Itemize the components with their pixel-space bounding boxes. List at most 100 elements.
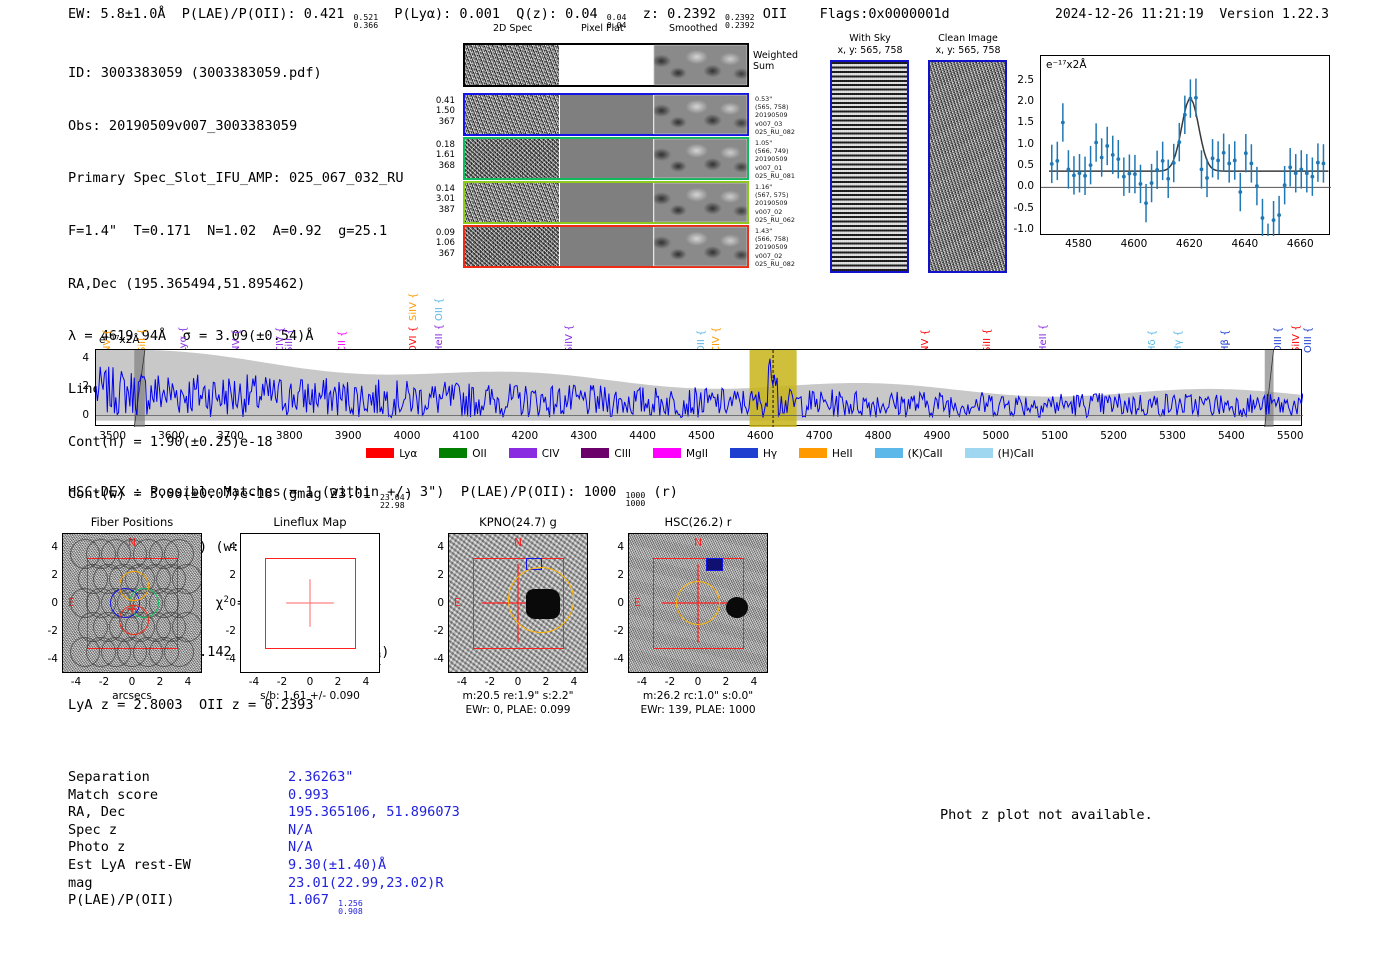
legend-label: (H)CaII — [997, 448, 1034, 460]
thumb-ytick: -2 — [433, 625, 444, 637]
line-profile-plot: e⁻¹⁷x2Å — [1040, 55, 1331, 236]
match-detail-value: N/A — [288, 821, 313, 838]
emission-line-label: NV { — [231, 329, 243, 353]
thumb-title: Fiber Positions — [90, 515, 174, 529]
thumb-xtick: 0 — [306, 676, 314, 688]
spectrum-xtick: 4300 — [570, 430, 598, 442]
header-summary-line: EW: 5.8±1.0Å P(LAE)/P(OII): 0.421 0.521 0… — [68, 6, 950, 29]
spec2d-row — [463, 181, 749, 224]
thumb-image-2[interactable] — [240, 533, 380, 673]
spectrum-xtick: 4100 — [452, 430, 480, 442]
thumb-ytick: 0 — [437, 597, 444, 609]
col-header-2d-spec: 2D Spec — [493, 23, 533, 34]
thumb-xtick: -2 — [484, 676, 496, 688]
spectrum-xtick: 4900 — [923, 430, 951, 442]
weighted-sum-smoothed — [654, 45, 747, 85]
spectrum-xtick: 5500 — [1276, 430, 1304, 442]
legend-swatch — [964, 448, 993, 458]
spectrum-xtick: 5300 — [1159, 430, 1186, 442]
legend-label: OII — [472, 448, 487, 460]
line-profile-svg — [1041, 78, 1331, 236]
legend-item: (H)CaII — [964, 448, 1034, 460]
emission-line-label: Hβ { — [1220, 329, 1232, 353]
line-profile-ytick: 0.5 — [1017, 159, 1034, 171]
emission-line-label: SiII { — [284, 328, 296, 353]
row-smoothed — [654, 139, 747, 178]
match-plae-bounds: 1.256 0.908 — [338, 898, 363, 917]
thumb-ytick: 2 — [437, 569, 444, 581]
thumb-xtick: -4 — [456, 676, 468, 688]
thumb-image-3[interactable] — [448, 533, 588, 673]
header-ew-plae: EW: 5.8±1.0Å P(LAE)/P(OII): 0.421 — [68, 6, 353, 22]
param-lambda-sigma: λ = 4619.94Å σ = 3.09(±0.54)Å — [68, 328, 314, 345]
match-detail-value: 23.01(22.99,23.02)R — [288, 874, 444, 891]
spectrum-ytick: 4 — [82, 351, 89, 364]
match-detail-value: 2.36263" — [288, 769, 354, 785]
spectrum-xtick: 4700 — [805, 430, 833, 442]
emission-line-label: SiII { — [137, 328, 149, 353]
legend-item: Hγ — [729, 448, 777, 460]
param-obs: Obs: 20190509v007_3003383059 — [68, 117, 298, 134]
spectrum-xtick: 5400 — [1217, 430, 1245, 442]
emission-line-label: OII { — [696, 329, 708, 353]
weighted-sum-pixel-flat — [559, 45, 654, 85]
emission-line-label: SiIV { — [1291, 324, 1303, 353]
row-left-stats: 0.14 3.01 387 — [435, 184, 455, 215]
line-profile-ytick: 1.5 — [1017, 116, 1034, 129]
legend-label: Lyα — [399, 448, 418, 460]
spectrum-xtick: 3700 — [217, 430, 244, 442]
row-smoothed — [654, 227, 747, 266]
line-profile-xtick: 4660 — [1286, 238, 1314, 250]
thumb-title: KPNO(24.7) g — [479, 515, 557, 529]
thumb-xtick: 2 — [542, 676, 550, 688]
header-flags: OII Flags:0x0000001d — [754, 6, 950, 22]
spectrum-xtick: 4400 — [629, 430, 656, 442]
clean-image-image — [928, 60, 1007, 273]
line-profile-xtick: 4580 — [1065, 238, 1092, 250]
spectrum-xtick: 5200 — [1100, 430, 1127, 442]
thumb-ytick: 4 — [51, 541, 58, 553]
photz-unavailable-note: Phot z plot not available. — [940, 807, 1153, 823]
thumb-xtick: 4 — [362, 676, 370, 688]
with-sky-title: With Sky — [849, 33, 891, 44]
spectrum-unit-label: e⁻¹⁷x2Å — [99, 334, 140, 346]
thumb-image-1[interactable] — [62, 533, 202, 673]
match-detail-value: 1.067 1.256 0.908 — [288, 892, 363, 917]
legend-swatch — [653, 448, 682, 458]
legend-item: MgII — [653, 448, 708, 460]
emission-line-label: NV { — [101, 329, 113, 353]
thumb-ytick: 0 — [229, 597, 236, 609]
match-detail-label: Est LyA rest-EW — [68, 856, 191, 873]
match-detail-value: 195.365106, 51.896073 — [288, 804, 460, 821]
row-pixel-flat — [559, 139, 654, 178]
emission-line-label: OII { — [434, 297, 446, 321]
weighted-sum-label: Weighted Sum — [753, 50, 798, 72]
thumb-ytick: -4 — [433, 653, 444, 665]
line-profile-ytick: -0.5 — [1013, 201, 1035, 214]
spectrum-svg — [96, 350, 1303, 427]
thumb-ytick: -4 — [225, 653, 236, 665]
thumb-caption-2: EWr: 139, PLAE: 1000 — [640, 704, 756, 716]
param-primary-spec-slot: Primary Spec_Slot_IFU_AMP: 025_067_032_R… — [68, 170, 404, 187]
legend-label: HeII — [832, 448, 853, 460]
legend-item: (K)CaII — [874, 448, 943, 460]
thumb-xtick: 0 — [128, 676, 136, 688]
thumb-title: HSC(26.2) r — [664, 515, 732, 529]
row-2d-spec — [465, 95, 559, 134]
legend-swatch — [439, 448, 468, 458]
param-cont-w: Cont(w) = 3.00(±0.07)e-18 (gmag 23.01 23… — [68, 486, 413, 511]
spectrum-legend: Lyα OII CIV CIII MgII Hγ HeII (K)CaII (H)CaII — [0, 448, 1400, 460]
clean-image-coords: x, y: 565, 758 — [935, 45, 1001, 56]
full-spectrum-plot: e⁻¹⁷x2Å — [95, 334, 1303, 427]
thumb-xtick: 2 — [156, 676, 164, 688]
param-id: ID: 3003383059 (3003383059.pdf) — [68, 65, 322, 82]
with-sky-coords: x, y: 565, 758 — [837, 45, 903, 56]
match-detail-label: RA, Dec — [68, 804, 126, 821]
thumb-image-4[interactable] — [628, 533, 768, 673]
line-profile-ytick: 2.0 — [1017, 95, 1034, 107]
row-pixel-flat — [559, 227, 654, 266]
match-detail-label: mag — [68, 874, 93, 891]
header-plya-qz: P(Lyα): 0.001 Q(z): 0.04 — [378, 6, 606, 22]
line-profile-xtick: 4600 — [1120, 238, 1148, 250]
row-pixel-flat — [559, 183, 654, 222]
